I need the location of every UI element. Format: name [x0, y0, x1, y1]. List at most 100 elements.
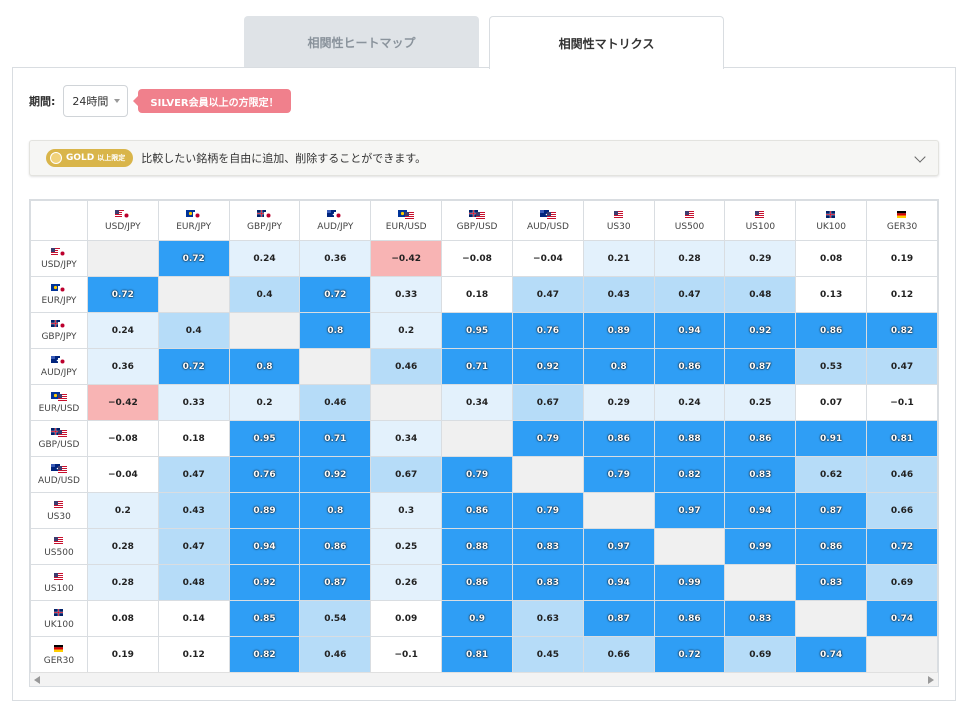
gold-badge: GOLD 以上限定 — [46, 149, 134, 167]
matrix-cell: 0.81 — [866, 420, 938, 457]
matrix-cell: 0.18 — [157, 420, 230, 457]
column-header: US100 — [724, 200, 797, 241]
column-header: EUR/USD — [370, 200, 443, 241]
matrix-cell: 0.36 — [86, 348, 159, 385]
correlation-table: USD/JPY EUR/JPY GBP/JPY AUD/JPY EUR/USD GBP/U… — [30, 200, 938, 673]
chevron-down-icon[interactable] — [914, 151, 926, 163]
us-flag-icon — [755, 210, 765, 218]
currency-flag-icon — [50, 463, 67, 473]
matrix-cell: 0.29 — [724, 240, 797, 277]
matrix-panel: 期間: 24時間 SILVER会員以上の方限定！ GOLD 以上限定 比較したい… — [12, 67, 956, 701]
correlation-matrix: USD/JPY EUR/JPY GBP/JPY AUD/JPY EUR/USD GBP/U… — [29, 199, 939, 687]
matrix-cell: 0.46 — [299, 636, 372, 673]
matrix-cell: 0.95 — [228, 420, 301, 457]
currency-flag-icon — [894, 210, 910, 219]
matrix-cell: 0.79 — [511, 492, 584, 529]
jp-flag-icon — [57, 285, 67, 293]
matrix-cell: 0.67 — [511, 384, 584, 421]
matrix-cell: 0.47 — [653, 276, 726, 313]
row-header: US30 — [30, 492, 88, 529]
column-header: AUD/JPY — [299, 200, 372, 241]
row-header: AUD/USD — [30, 456, 88, 493]
row-header-label: US100 — [44, 583, 74, 594]
matrix-cell: 0.26 — [370, 564, 443, 601]
row-header-label: GER30 — [43, 655, 75, 666]
matrix-cell: 0.12 — [157, 636, 230, 673]
matrix-cell: 0.86 — [795, 528, 868, 565]
matrix-cell: 0.45 — [511, 636, 584, 673]
matrix-cell: 0.07 — [795, 384, 868, 421]
row-header: EUR/USD — [30, 384, 88, 421]
row-header-label: GBP/USD — [38, 439, 80, 450]
matrix-cell-self — [653, 528, 726, 565]
tab-heatmap[interactable]: 相関性ヒートマップ — [244, 16, 479, 68]
matrix-cell: 0.28 — [86, 564, 159, 601]
au-flag-icon — [50, 355, 60, 363]
matrix-cell: 0.99 — [653, 564, 726, 601]
currency-flag-icon — [50, 427, 67, 437]
matrix-cell: 0.83 — [795, 564, 868, 601]
matrix-cell: 0.24 — [653, 384, 726, 421]
matrix-cell: 0.4 — [228, 276, 301, 313]
matrix-cell: 0.36 — [299, 240, 372, 277]
row-header-label: AUD/USD — [37, 475, 80, 486]
matrix-cell: 0.83 — [724, 600, 797, 637]
currency-flag-icon — [327, 209, 344, 219]
matrix-cell-self — [370, 384, 443, 421]
matrix-cell: 0.28 — [86, 528, 159, 565]
jp-flag-icon — [192, 211, 202, 219]
column-header: USD/JPY — [86, 200, 159, 241]
matrix-cell: 0.86 — [582, 420, 655, 457]
period-select[interactable]: 24時間 — [63, 85, 129, 117]
matrix-cell: 0.28 — [653, 240, 726, 277]
matrix-cell: 0.87 — [299, 564, 372, 601]
column-header: US30 — [582, 200, 655, 241]
matrix-cell: 0.13 — [795, 276, 868, 313]
horizontal-scrollbar[interactable] — [30, 672, 938, 686]
matrix-cell: 0.71 — [441, 348, 513, 385]
matrix-cell: 0.97 — [653, 492, 726, 529]
matrix-cell: 0.8 — [582, 348, 655, 385]
row-header: US100 — [30, 564, 88, 601]
matrix-cell: 0.99 — [724, 528, 797, 565]
currency-flag-icon — [51, 500, 67, 509]
gold-badge-suffix: 以上限定 — [97, 154, 126, 162]
matrix-cell: 0.43 — [582, 276, 655, 313]
matrix-cell: 0.43 — [157, 492, 230, 529]
table-row: GBP/JPY 0.24 0.4 0.8 0.2 0.95 0.76 0.89 0.94 0.92… — [30, 312, 938, 349]
currency-flag-icon — [50, 355, 67, 365]
matrix-cell: 0.92 — [228, 564, 301, 601]
matrix-cell: 0.91 — [795, 420, 868, 457]
row-header-label: EUR/USD — [38, 403, 80, 414]
row-header: US500 — [30, 528, 88, 565]
row-header-label: UK100 — [44, 619, 74, 630]
matrix-cell: 0.67 — [370, 456, 443, 493]
matrix-cell: 0.85 — [228, 600, 301, 637]
matrix-cell: 0.33 — [370, 276, 443, 313]
currency-flag-icon — [50, 319, 67, 329]
tab-matrix[interactable]: 相関性マトリクス — [489, 16, 724, 69]
matrix-cell: 0.72 — [299, 276, 372, 313]
matrix-cell-self — [228, 312, 301, 349]
de-flag-icon — [53, 644, 63, 652]
matrix-cell: 0.72 — [157, 348, 230, 385]
row-header: GER30 — [30, 636, 88, 673]
scroll-right-arrow-icon[interactable] — [928, 676, 934, 684]
matrix-cell: 0.09 — [370, 600, 443, 637]
gold-feature-bar[interactable]: GOLD 以上限定 比較したい銘柄を自由に追加、削除することができます。 — [29, 140, 939, 176]
matrix-cell: 0.83 — [724, 456, 797, 493]
matrix-cell: 0.86 — [299, 528, 372, 565]
eu-flag-icon — [185, 209, 195, 217]
matrix-cell-self — [511, 456, 584, 493]
column-header: GBP/JPY — [228, 200, 301, 241]
matrix-cell-self — [299, 348, 372, 385]
matrix-cell: 0.25 — [724, 384, 797, 421]
matrix-cell: −0.04 — [511, 240, 584, 277]
row-header: EUR/JPY — [30, 276, 88, 313]
column-header-label: EUR/USD — [385, 221, 427, 232]
gb-flag-icon — [826, 210, 836, 218]
column-header-label: US500 — [674, 221, 705, 232]
scroll-left-arrow-icon[interactable] — [34, 676, 40, 684]
silver-notice-badge: SILVER会員以上の方限定！ — [133, 89, 291, 113]
matrix-cell: 0.46 — [370, 348, 443, 385]
